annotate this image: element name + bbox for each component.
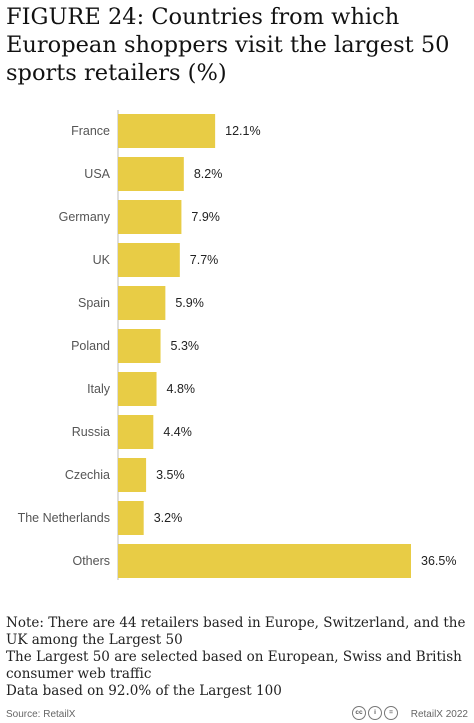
footer: Source: RetailX cc i = RetailX 2022 <box>0 705 474 723</box>
category-label: Spain <box>78 296 110 310</box>
value-label: 7.9% <box>191 210 220 224</box>
chart-title: FIGURE 24: Countries from which European… <box>6 4 450 86</box>
bar-czechia <box>118 458 147 492</box>
category-label: Russia <box>72 425 110 439</box>
value-label: 3.5% <box>156 468 185 482</box>
value-label: 4.8% <box>167 382 196 396</box>
value-label: 8.2% <box>194 167 223 181</box>
value-label: 7.7% <box>190 253 219 267</box>
value-label: 12.1% <box>225 124 260 138</box>
bar-uk <box>118 243 180 277</box>
bar-usa <box>118 157 184 191</box>
notes: Note: There are 44 retailers based in Eu… <box>6 615 468 700</box>
value-label: 3.2% <box>154 511 183 525</box>
credit-text: RetailX 2022 <box>410 709 468 720</box>
bar-italy <box>118 372 157 406</box>
category-label: Germany <box>59 210 111 224</box>
note-line-3: Data based on 92.0% of the Largest 100 <box>6 683 282 699</box>
bar-poland <box>118 329 161 363</box>
bar-germany <box>118 200 182 234</box>
source-text: Source: RetailX <box>6 709 76 720</box>
value-label: 5.9% <box>175 296 204 310</box>
category-label: Others <box>72 554 110 568</box>
category-label: Czechia <box>65 468 110 482</box>
by-icon: i <box>368 706 382 720</box>
bar-spain <box>118 286 166 320</box>
bar-russia <box>118 415 154 449</box>
note-line-2: The Largest 50 are selected based on Eur… <box>6 649 462 682</box>
category-label: Poland <box>71 339 110 353</box>
bar-chart: France 12.1% USA 8.2% Germany 7.9% UK 7.7% Spain… <box>18 110 456 580</box>
cc-icon: cc <box>352 706 366 720</box>
category-label: Italy <box>87 382 111 396</box>
note-line-1: Note: There are 44 retailers based in Eu… <box>6 615 466 648</box>
bar-france <box>118 114 216 148</box>
category-label: UK <box>93 253 111 267</box>
nd-icon: = <box>384 706 398 720</box>
bar-others <box>118 544 411 578</box>
category-label: USA <box>84 167 110 181</box>
value-label: 4.4% <box>163 425 192 439</box>
category-label: The Netherlands <box>18 511 110 525</box>
license-icons: cc i = <box>352 706 398 720</box>
category-label: France <box>71 124 110 138</box>
value-label: 5.3% <box>171 339 200 353</box>
value-label: 36.5% <box>421 554 456 568</box>
bar-the-netherlands <box>118 501 144 535</box>
